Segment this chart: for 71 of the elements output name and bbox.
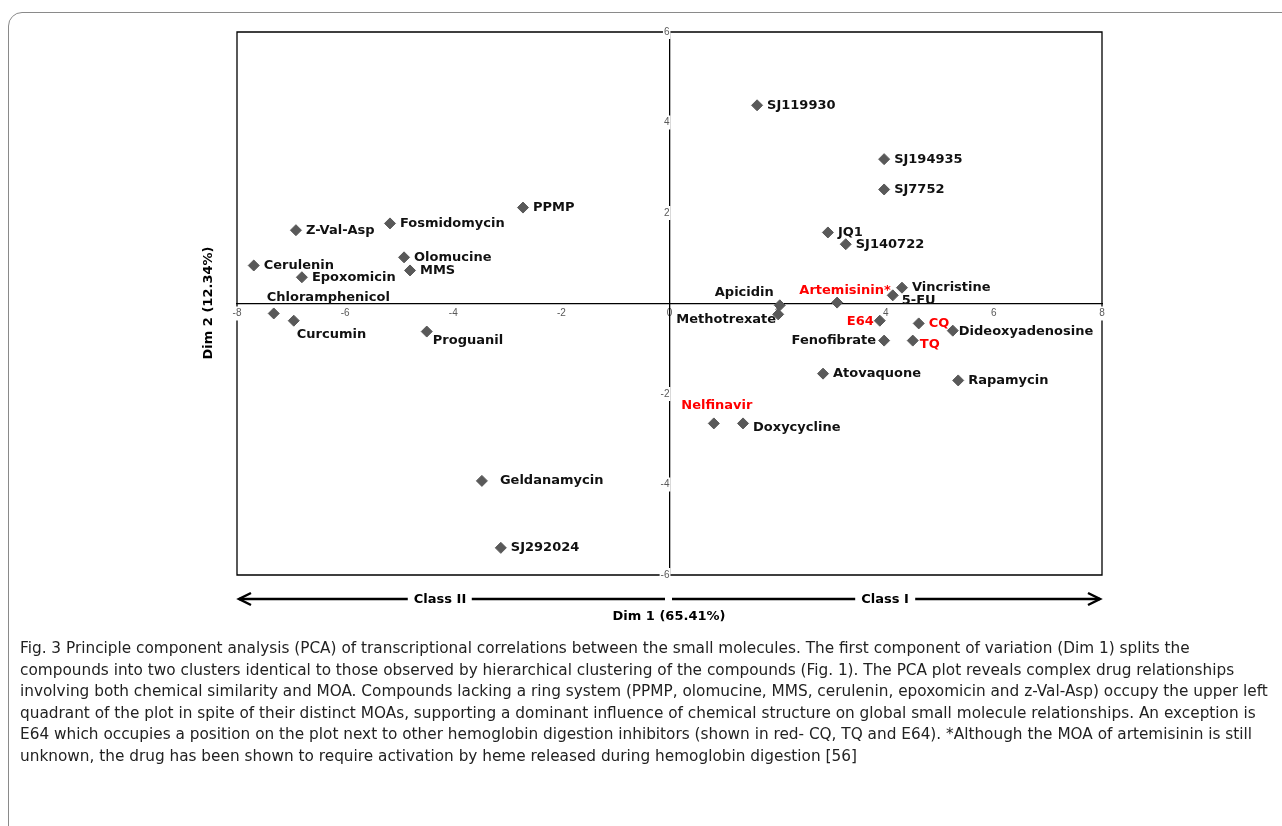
- y-tick-label: -4: [660, 478, 670, 490]
- annotation: Dideoxyadenosine: [958, 323, 1094, 339]
- point: [906, 334, 919, 347]
- annotation: Artemisinin*: [799, 281, 892, 297]
- caption: Fig. 3 Principle component analysis (PCA) of transcriptional correlations between the small molecules. The first component of variation (Dim 1) splits the compounds into two clusters identical to those observed by hierarchical clustering of the compounds (Fig. 1). The PCA plot reveals complex drug relationships involving both chemical similarity and MOA. Compounds lacking a ring system (PPMP, olomucine, MMS, cerulenin, epoxomicin and z-Val-Asp) occupy the upper left quadrant of the plot in spite of their distinct MOAs, supporting a dominant influence of chemical structure on global small molecule relationships. An exception is E64 which occupies a position on the plot next to other hemoglobin digestion inhibitors (shown in red- CQ, TQ and E64). *Although the MOA of artemisinin is still unknown, the drug has been shown to require activation by heme released during hemoglobin digestion [56]: [20, 638, 1269, 767]
- point: [912, 317, 925, 330]
- point: [295, 271, 308, 284]
- x-tick-label: -4: [448, 307, 459, 319]
- annotation: SJ119930: [767, 96, 836, 112]
- point: [821, 226, 834, 239]
- annotation: Atovaquone: [833, 365, 922, 381]
- point: [707, 417, 720, 430]
- y-tick-label: -6: [660, 568, 670, 580]
- text: Class II: [407, 590, 473, 606]
- point: [751, 99, 764, 112]
- point: [952, 374, 965, 387]
- annotation: Doxycycline: [753, 418, 841, 434]
- text: Class I: [855, 590, 915, 606]
- point: [878, 153, 891, 166]
- x-tick-label: -8: [232, 307, 242, 319]
- annotation: CQ: [928, 314, 950, 330]
- annotation: Fenofibrate: [791, 331, 877, 347]
- annotation: Proguanil: [432, 331, 504, 347]
- annotation: Geldanamycin: [499, 472, 604, 488]
- point: [878, 334, 891, 347]
- x-tick-label: -6: [340, 307, 350, 319]
- annotation: Chloramphenicol: [266, 288, 390, 304]
- annotation: Methotrexate: [676, 310, 777, 326]
- x-tick-label: 8: [1099, 307, 1106, 319]
- point: [289, 224, 302, 237]
- point: [817, 367, 830, 380]
- point: [839, 238, 852, 251]
- point: [895, 281, 908, 294]
- point: [420, 325, 433, 338]
- y-tick-label: 4: [663, 116, 670, 128]
- point: [404, 264, 416, 277]
- point: [247, 259, 260, 272]
- annotation: Nelfinavir: [681, 396, 753, 412]
- annotation: Z-Val-Asp: [305, 221, 375, 237]
- x-tick-label: -2: [556, 307, 567, 319]
- point: [873, 314, 886, 327]
- point: [287, 314, 300, 327]
- point: [773, 299, 786, 312]
- point: [494, 541, 507, 554]
- point: [737, 417, 750, 430]
- annotation: E64: [846, 313, 874, 329]
- annotation: SJ7752: [894, 180, 945, 196]
- annotation: PPMP: [532, 198, 575, 214]
- point: [475, 474, 488, 487]
- point: [878, 183, 891, 196]
- annotation: SJ194935: [894, 150, 963, 166]
- x-tick-label: 6: [991, 307, 998, 319]
- annotation: SJ292024: [510, 539, 580, 555]
- y-axis-title: Dim 2 (12.34%): [199, 246, 215, 360]
- annotation: Fosmidomycin: [400, 214, 505, 230]
- point: [398, 251, 411, 264]
- y-tick-label: 6: [663, 25, 670, 37]
- point: [267, 307, 280, 320]
- annotation: Rapamycin: [968, 371, 1049, 387]
- x-tick-label: 4: [882, 307, 889, 319]
- point: [516, 201, 529, 214]
- annotation: Curcumin: [296, 326, 367, 342]
- y-tick-label: -2: [660, 387, 670, 399]
- annotation: TQ: [919, 335, 940, 351]
- annotation: Apicidin: [714, 283, 774, 299]
- point: [831, 296, 844, 309]
- y-tick-label: 2: [663, 206, 670, 218]
- point: [384, 217, 396, 230]
- annotation: Olomucine: [414, 248, 492, 264]
- annotation: MMS: [420, 261, 456, 277]
- x-axis-title: Dim 1 (65.41%): [606, 607, 732, 623]
